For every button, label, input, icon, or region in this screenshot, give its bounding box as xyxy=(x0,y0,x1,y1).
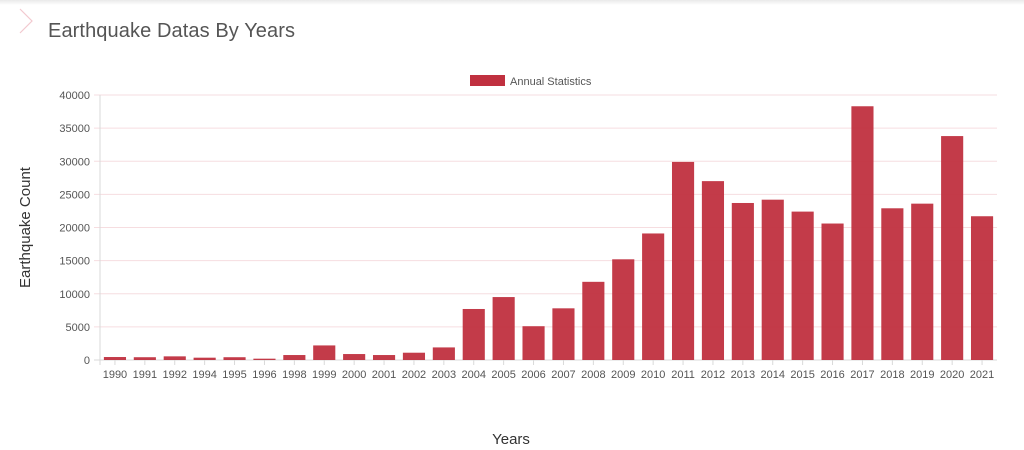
x-tick-label: 2002 xyxy=(402,369,426,381)
bar xyxy=(522,326,545,360)
bar xyxy=(343,354,366,360)
bar xyxy=(791,211,814,360)
x-tick-label: 2016 xyxy=(820,369,844,381)
bar xyxy=(163,356,186,360)
bar xyxy=(582,281,605,360)
bar xyxy=(462,308,485,360)
legend-label: Annual Statistics xyxy=(510,76,592,88)
y-tick-label: 30000 xyxy=(59,156,90,168)
y-tick-label: 5000 xyxy=(66,322,90,334)
x-tick-label: 2014 xyxy=(761,369,785,381)
y-tick-label: 40000 xyxy=(59,90,90,102)
bar xyxy=(313,345,336,360)
x-tick-label: 1991 xyxy=(133,369,157,381)
x-tick-label: 2003 xyxy=(432,369,456,381)
y-tick-label: 25000 xyxy=(59,189,90,201)
bar xyxy=(223,357,246,360)
bar xyxy=(881,208,904,360)
x-tick-label: 2004 xyxy=(462,369,486,381)
y-tick-label: 10000 xyxy=(59,289,90,301)
x-tick-label: 1995 xyxy=(222,369,246,381)
x-tick-label: 2005 xyxy=(491,369,515,381)
bar xyxy=(402,352,426,360)
y-tick-label: 35000 xyxy=(59,123,90,135)
bar xyxy=(642,233,665,360)
bar xyxy=(372,355,396,360)
x-tick-label: 2018 xyxy=(880,369,904,381)
y-tick-label: 0 xyxy=(84,355,90,367)
bar xyxy=(761,199,784,360)
page-title: Earthquake Datas By Years xyxy=(48,20,296,42)
bar-chart: 0 5000 10000 15000 20000 25000 30000 35000 40000… xyxy=(17,75,997,448)
bar xyxy=(821,223,844,360)
x-tick-label: 2013 xyxy=(731,369,755,381)
bar xyxy=(851,106,874,360)
x-tick-label: 2011 xyxy=(671,369,695,381)
bar xyxy=(432,347,455,360)
x-tick-label: 1992 xyxy=(163,369,187,381)
x-tick-label: 1990 xyxy=(103,369,127,381)
y-axis-title: Earthquake Count xyxy=(17,166,34,288)
x-tick-label: 1998 xyxy=(282,369,306,381)
x-tick-label: 2010 xyxy=(641,369,665,381)
bar xyxy=(103,357,127,360)
x-tick-label: 2012 xyxy=(701,369,725,381)
bar xyxy=(671,161,695,360)
x-tick-label: 1994 xyxy=(192,369,216,381)
bar xyxy=(941,136,964,360)
x-tick-label: 1999 xyxy=(312,369,336,381)
x-tick-label: 2020 xyxy=(940,369,964,381)
x-tick-label: 2008 xyxy=(581,369,605,381)
x-tick-label: 2006 xyxy=(521,369,545,381)
chevron-right-icon[interactable] xyxy=(14,6,38,36)
x-tick-label: 2001 xyxy=(372,369,396,381)
x-tick-label: 2021 xyxy=(970,369,994,381)
y-tick-label: 15000 xyxy=(59,256,90,268)
bar xyxy=(970,216,994,360)
bar xyxy=(283,355,306,360)
bar xyxy=(911,203,934,360)
bar xyxy=(552,308,575,360)
bar xyxy=(133,357,156,360)
bar xyxy=(253,358,276,360)
bar xyxy=(731,202,754,360)
x-tick-label: 2015 xyxy=(790,369,814,381)
bar xyxy=(701,181,725,360)
x-tick-label: 2000 xyxy=(342,369,366,381)
bar xyxy=(193,357,216,360)
x-tick-label: 1996 xyxy=(252,369,276,381)
bar xyxy=(612,259,635,360)
header-shadow xyxy=(0,0,1024,5)
x-tick-label: 2019 xyxy=(910,369,934,381)
x-axis-title: Years xyxy=(492,431,530,448)
y-tick-label: 20000 xyxy=(59,223,90,235)
legend-swatch xyxy=(470,75,505,86)
x-tick-label: 2007 xyxy=(551,369,575,381)
x-tick-label: 2017 xyxy=(850,369,874,381)
x-tick-label: 2009 xyxy=(611,369,635,381)
bar xyxy=(492,297,515,360)
